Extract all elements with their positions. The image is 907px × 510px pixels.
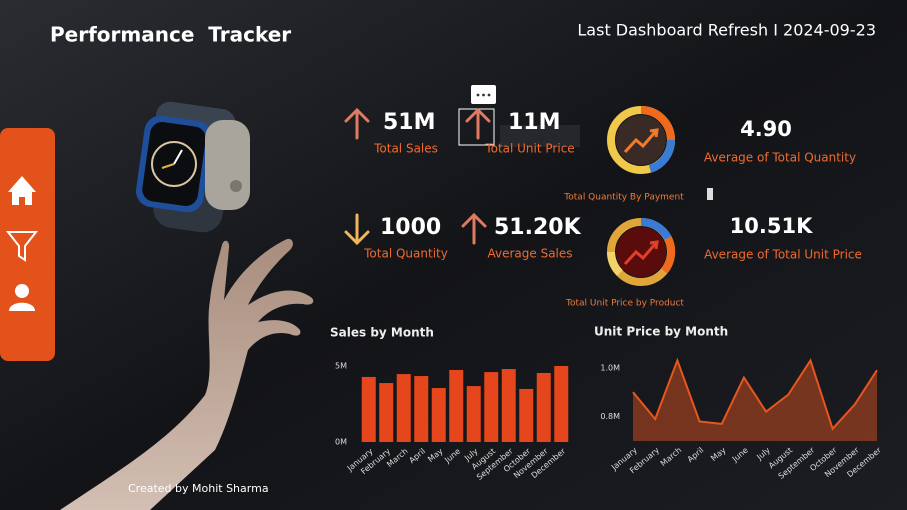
chart-title: Sales by Month [330,326,434,340]
stat-label: Average of Total Quantity [704,151,856,165]
bar [519,388,534,442]
bar [431,388,446,442]
chart-title: Unit Price by Month [594,325,728,339]
bar [379,383,394,442]
visual-menu[interactable] [471,85,496,104]
kpi-label: Total Sales [373,142,438,156]
donut-label: Total Unit Price by Product [565,299,684,309]
y-tick-label: 0M [335,438,347,447]
donut-product [607,217,676,286]
kpi-value: 11M [508,110,561,135]
home-button[interactable] [8,176,36,205]
hero-image [60,101,314,510]
stat-label: Average of Total Unit Price [704,248,862,262]
bar [414,376,429,442]
kpi-label: Total Unit Price [484,142,574,156]
dashboard-title: Performance Tracker [50,23,291,47]
bar [554,366,569,442]
stat-value: 10.51K [730,214,813,238]
bar [466,386,481,442]
y-tick-label: 0.8M [600,412,620,421]
stat-value: 4.90 [740,117,792,141]
scroll-handle [707,188,713,200]
donut-payment [607,106,676,174]
kpi-label: Total Quantity [363,247,448,261]
bar [536,372,551,442]
trend-arrow [465,107,491,140]
bar [449,369,464,442]
sidebar [0,128,55,361]
bar [396,374,411,442]
bar [501,369,516,442]
kpi-value: 1000 [380,215,441,240]
filter-button[interactable] [5,231,39,262]
tooltip-shadow [500,125,580,147]
sidebar-panel [0,128,55,361]
trend-arrow [461,212,487,245]
trend-arrow [344,107,370,140]
kpi-value: 51M [383,110,436,135]
kpi-label: Average Sales [487,247,572,261]
trend-arrow [344,213,370,246]
line [632,357,878,431]
y-tick-label: 5M [335,362,347,371]
donut-label: Total Quantity By Payment [563,193,684,203]
bar [484,372,499,442]
bar [361,376,376,442]
kpi-value: 51.20K [494,215,582,240]
y-tick-label: 1.0M [600,363,620,372]
selection-box [458,108,495,146]
credit: Created by Mohit Sharma [128,482,269,495]
profile-button[interactable] [9,284,35,311]
refresh-date: Last Dashboard Refresh I 2024-09-23 [577,21,876,40]
